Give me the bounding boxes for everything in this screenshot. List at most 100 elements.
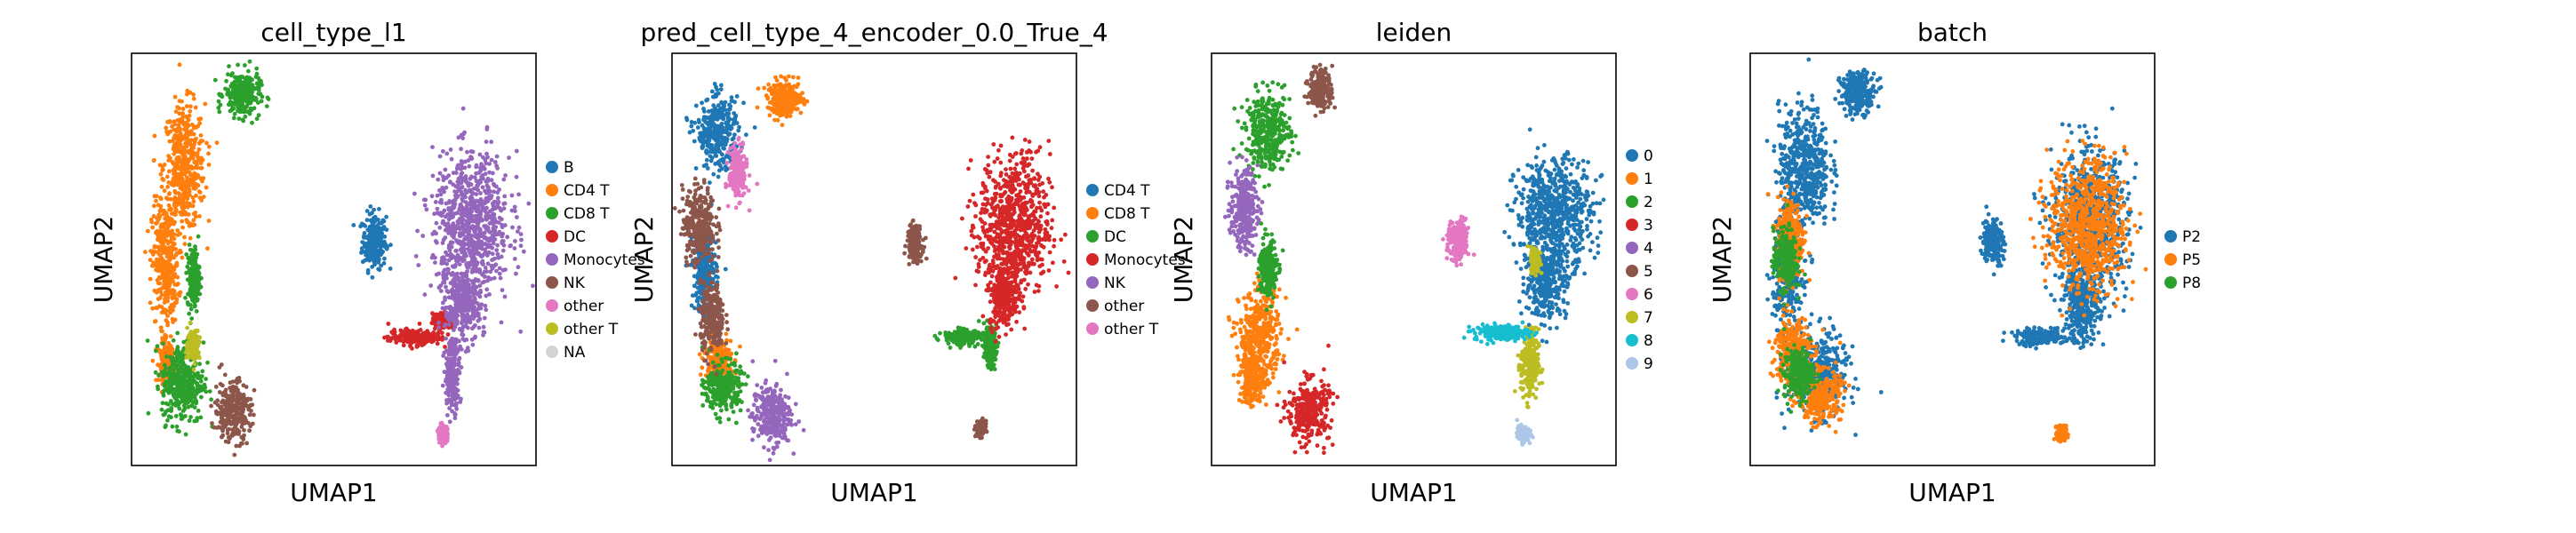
point [240, 108, 244, 114]
point [190, 183, 196, 187]
point [166, 180, 172, 185]
point [452, 314, 457, 319]
point [496, 231, 501, 236]
point [704, 98, 708, 103]
point [181, 167, 187, 172]
point [245, 79, 251, 84]
point [382, 335, 387, 340]
point [150, 249, 155, 254]
point [719, 134, 724, 139]
point [445, 266, 450, 272]
point [157, 287, 162, 292]
point [476, 239, 481, 244]
point [256, 91, 261, 96]
point [459, 202, 463, 207]
point [159, 184, 164, 189]
point [389, 336, 394, 341]
point [168, 120, 173, 124]
point [483, 303, 488, 308]
point [444, 284, 448, 290]
point [248, 106, 253, 111]
point [204, 185, 209, 190]
point [434, 272, 439, 277]
point [188, 379, 193, 384]
point [435, 206, 440, 211]
point [392, 330, 397, 335]
point [484, 287, 490, 292]
point [382, 244, 388, 250]
point [724, 120, 729, 125]
point [156, 250, 161, 255]
point [482, 330, 487, 335]
point [447, 419, 452, 425]
point [152, 263, 157, 267]
point [177, 353, 181, 357]
point [507, 155, 511, 161]
point [452, 378, 456, 382]
point [237, 443, 242, 449]
point [362, 241, 366, 246]
point [724, 168, 728, 172]
point [471, 307, 476, 312]
point [180, 380, 186, 385]
point [460, 222, 465, 227]
point [198, 176, 204, 181]
point [741, 100, 746, 106]
point [164, 278, 169, 283]
point [711, 171, 716, 177]
point [234, 411, 239, 417]
point [447, 406, 452, 410]
point [172, 282, 178, 287]
point [198, 415, 204, 420]
point [692, 139, 697, 144]
point [228, 108, 233, 114]
point [186, 260, 191, 266]
point [170, 159, 175, 164]
legend-marker [546, 322, 558, 335]
point [367, 225, 372, 229]
point [737, 124, 741, 130]
point [480, 185, 485, 190]
point [201, 195, 206, 200]
point [364, 218, 370, 223]
series-other [435, 420, 450, 449]
point [150, 306, 156, 311]
point [186, 340, 190, 345]
point [422, 292, 428, 297]
point [482, 315, 487, 321]
point [209, 397, 214, 402]
point [220, 428, 226, 434]
point [188, 396, 193, 402]
point [259, 99, 264, 104]
point [705, 115, 709, 121]
point [161, 234, 166, 239]
point [174, 349, 179, 354]
point [704, 163, 708, 167]
legend-item: NK [546, 274, 586, 292]
point [188, 303, 193, 307]
point [455, 211, 460, 216]
point [171, 355, 176, 361]
point [370, 274, 375, 280]
point [437, 188, 442, 193]
point [196, 189, 202, 195]
point [696, 117, 701, 123]
point [446, 322, 452, 327]
point [480, 280, 485, 285]
point [484, 151, 489, 156]
point [431, 338, 436, 343]
point [486, 251, 492, 256]
point [196, 234, 201, 239]
point [146, 410, 151, 416]
point [451, 316, 456, 322]
point [459, 192, 464, 197]
point [171, 402, 175, 407]
point [489, 194, 494, 198]
point [246, 407, 252, 411]
point [487, 188, 492, 194]
point [452, 370, 456, 376]
point [423, 339, 428, 344]
point [493, 262, 499, 267]
point [217, 390, 222, 394]
point [691, 128, 696, 133]
